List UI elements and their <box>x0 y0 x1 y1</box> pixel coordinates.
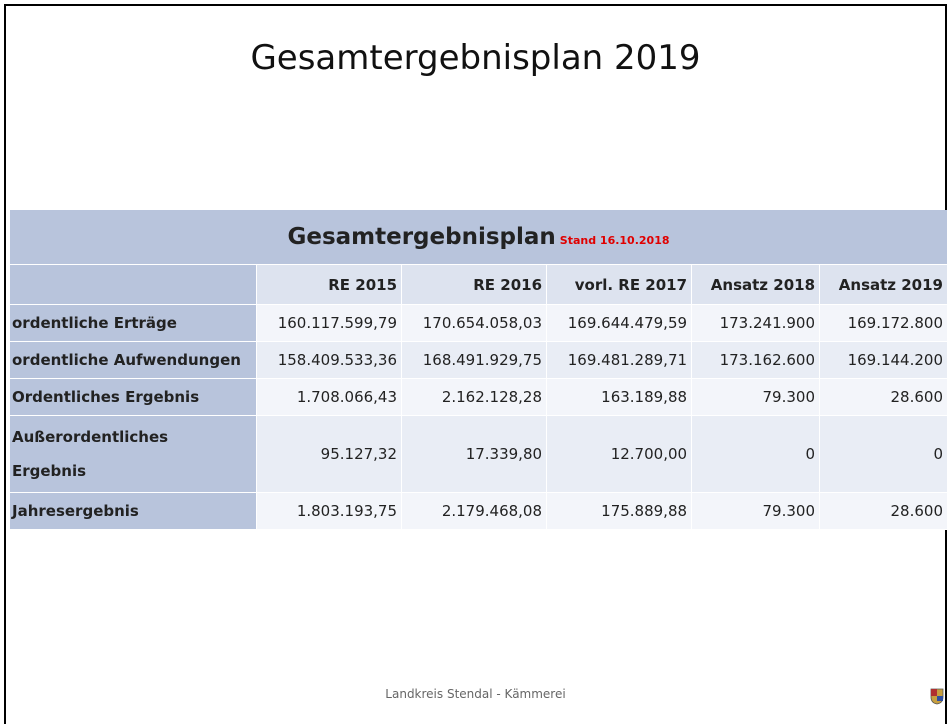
value-cell: 170.654.058,03 <box>402 305 548 342</box>
coat-of-arms <box>930 688 944 705</box>
value-cell: 173.162.600 <box>692 342 821 379</box>
value-cell: 17.339,80 <box>402 416 548 493</box>
result-table: Gesamtergebnisplan Stand 16.10.2018 RE 20… <box>10 210 948 530</box>
column-header: RE 2015 <box>257 265 403 305</box>
value-cell: 95.127,32 <box>257 416 403 493</box>
footer: Landkreis Stendal - Kämmerei <box>385 687 566 701</box>
value-cell: 79.300 <box>692 493 821 530</box>
row-label: Ordentliches Ergebnis <box>12 388 200 406</box>
value-cell: 169.644.479,59 <box>547 305 693 342</box>
value-cell: 12.700,00 <box>547 416 693 493</box>
value-cell: 2.162.128,28 <box>402 379 548 416</box>
table-title-row: Gesamtergebnisplan Stand 16.10.2018 <box>10 210 948 265</box>
value-cell: 1.803.193,75 <box>257 493 403 530</box>
row-label-cell: Jahresergebnis <box>10 493 257 530</box>
row-label-cell: ordentliche Aufwendungen <box>10 342 257 379</box>
value-cell: 2.179.468,08 <box>402 493 548 530</box>
row-label: ordentliche Erträge <box>12 314 177 332</box>
table-row: Ordentliches Ergebnis 1.708.066,43 2.162.1… <box>10 379 948 416</box>
value-cell: 28.600 <box>820 493 948 530</box>
value-cell: 79.300 <box>692 379 821 416</box>
value-cell: 169.144.200 <box>820 342 948 379</box>
table-row: ordentliche Aufwendungen 158.409.533,36 16… <box>10 342 948 379</box>
row-label-cell: Ordentliches Ergebnis <box>10 379 257 416</box>
row-label: Jahresergebnis <box>12 502 139 520</box>
column-header: Ansatz 2019 <box>820 265 948 305</box>
value-cell: 28.600 <box>820 379 948 416</box>
value-cell: 158.409.533,36 <box>257 342 403 379</box>
table-row: Jahresergebnis 1.803.193,75 2.179.468,08 17… <box>10 493 948 530</box>
table-row: ordentliche Erträge 160.117.599,79 170.654… <box>10 305 948 342</box>
value-cell: 163.189,88 <box>547 379 693 416</box>
value-cell: 160.117.599,79 <box>257 305 403 342</box>
stand-date: Stand 16.10.2018 <box>559 234 670 247</box>
value-cell: 168.491.929,75 <box>402 342 548 379</box>
row-label: Außerordentliches Ergebnis <box>12 428 169 480</box>
column-header: RE 2016 <box>402 265 548 305</box>
table-title: Gesamtergebnisplan <box>287 224 556 250</box>
column-header: Ansatz 2018 <box>692 265 821 305</box>
corner-cell <box>10 265 257 305</box>
row-label-cell: ordentliche Erträge <box>10 305 257 342</box>
column-header-row: RE 2015 RE 2016 vorl. RE 2017 Ansatz 2018 An… <box>10 265 948 305</box>
value-cell: 175.889,88 <box>547 493 693 530</box>
row-label-cell: Außerordentliches Ergebnis <box>10 416 257 493</box>
value-cell: 0 <box>820 416 948 493</box>
slide-title: Gesamtergebnisplan 2019 <box>250 38 701 78</box>
value-cell: 173.241.900 <box>692 305 821 342</box>
value-cell: 169.172.800 <box>820 305 948 342</box>
table-row: Außerordentliches Ergebnis 95.127,32 17.33… <box>10 416 948 493</box>
value-cell: 169.481.289,71 <box>547 342 693 379</box>
value-cell: 1.708.066,43 <box>257 379 403 416</box>
table-title-cell: Gesamtergebnisplan Stand 16.10.2018 <box>10 210 948 265</box>
value-cell: 0 <box>692 416 821 493</box>
column-header: vorl. RE 2017 <box>547 265 693 305</box>
row-label: ordentliche Aufwendungen <box>12 351 241 369</box>
